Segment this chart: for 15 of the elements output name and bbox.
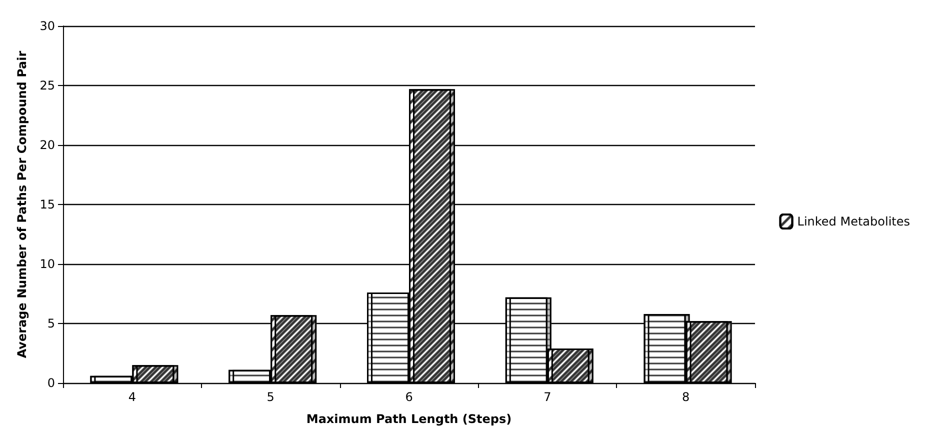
x-tick-label: 5 (266, 390, 274, 404)
y-tick-label: 5 (47, 316, 55, 330)
y-tick-label: 20 (40, 138, 55, 152)
y-tick-label: 0 (47, 376, 55, 390)
y-tick-label: 10 (40, 257, 55, 271)
x-tick-label: 7 (544, 390, 552, 404)
legend-label: Linked Metabolites (797, 214, 910, 228)
y-tick-label: 30 (40, 19, 55, 33)
x-tick-label: 6 (405, 390, 413, 404)
x-tick-label: 4 (128, 390, 136, 404)
x-axis-title: Maximum Path Length (Steps) (306, 412, 512, 426)
y-tick-label: 25 (40, 78, 55, 92)
y-axis-title: Average Number of Paths Per Compound Pair (15, 50, 29, 358)
x-tick-label: 8 (682, 390, 690, 404)
y-tick-label: 15 (40, 198, 55, 212)
